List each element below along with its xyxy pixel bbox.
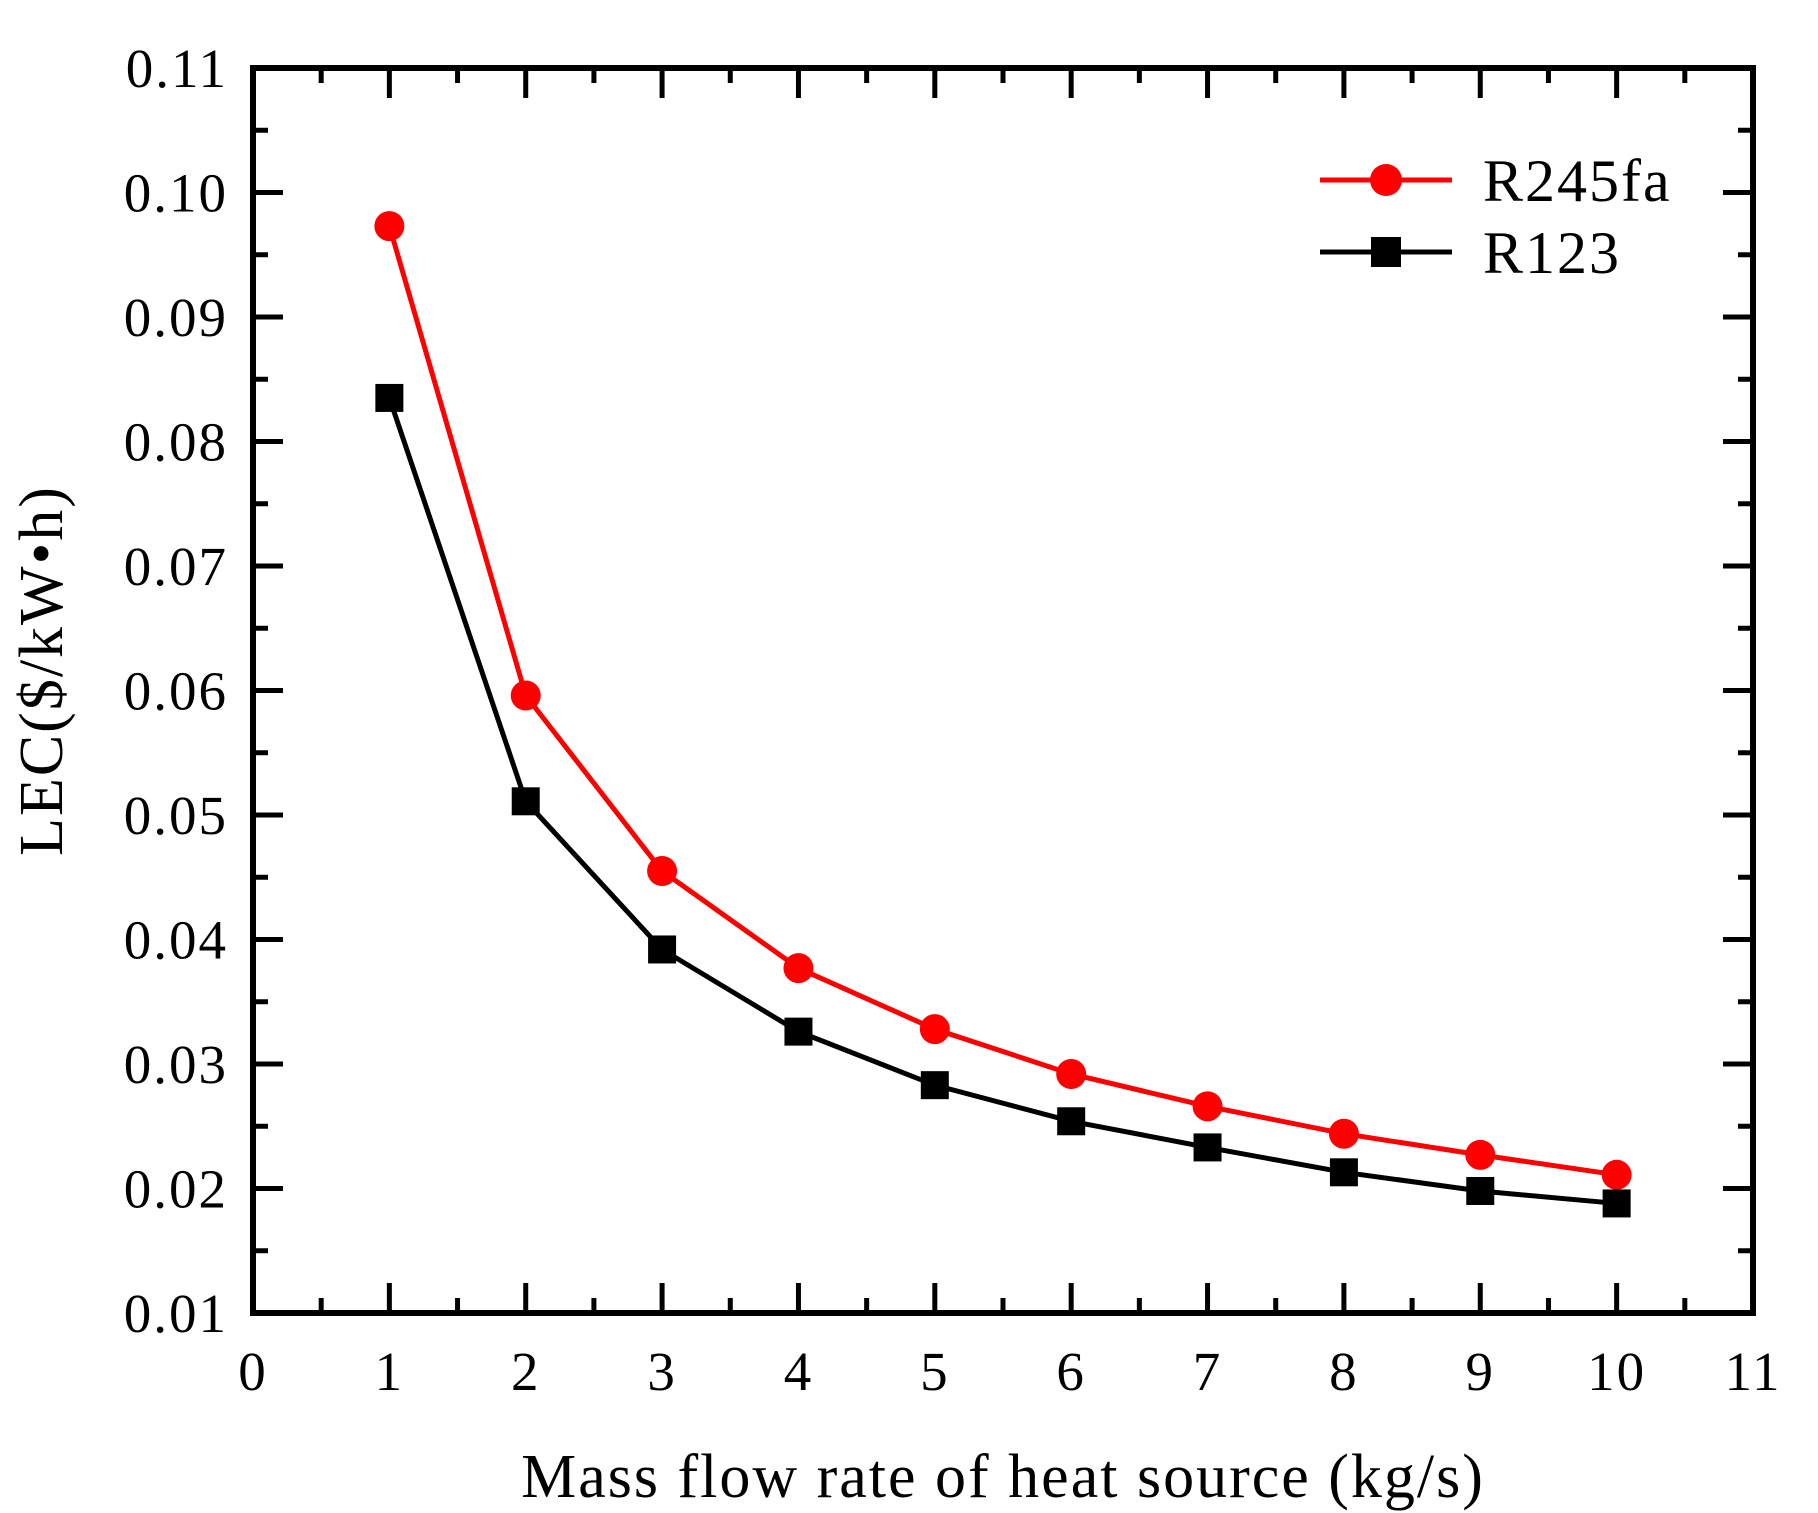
y-tick-label: 0.05 <box>124 785 228 846</box>
data-point-r245fa <box>647 856 678 887</box>
series-line-r245fa <box>386 225 1617 1178</box>
y-tick-label: 0.07 <box>124 536 228 597</box>
y-axis-title: LEC($/kW•h) <box>8 485 76 856</box>
data-point-r245fa <box>783 953 814 984</box>
data-point-r245fa <box>1056 1058 1087 1089</box>
y-tick-label: 0.03 <box>124 1034 228 1095</box>
legend-label-r245fa: R245fa <box>1483 148 1672 214</box>
data-point-r123 <box>648 935 677 964</box>
x-tick-label: 8 <box>1329 1341 1359 1402</box>
data-point-r245fa <box>374 211 405 242</box>
x-tick-label: 2 <box>511 1341 541 1402</box>
x-tick-label: 5 <box>920 1341 950 1402</box>
y-tick-label: 0.10 <box>124 163 228 224</box>
y-tick-label: 0.08 <box>124 412 228 473</box>
y-tick-label: 0.06 <box>124 661 228 722</box>
plot-border <box>250 65 1756 1316</box>
x-tick-label: 0 <box>238 1341 268 1402</box>
legend-label-r123: R123 <box>1483 220 1621 286</box>
x-tick-label: 3 <box>647 1341 677 1402</box>
x-tick-label: 4 <box>784 1341 814 1402</box>
data-point-r123 <box>784 1017 813 1046</box>
x-tick-label: 11 <box>1725 1341 1782 1402</box>
data-point-r245fa <box>510 680 541 711</box>
series-line-r123 <box>386 397 1617 1206</box>
y-tick-label: 0.02 <box>124 1159 228 1220</box>
x-tick-label: 6 <box>1056 1341 1086 1402</box>
data-point-r245fa <box>1465 1139 1496 1170</box>
data-point-r245fa <box>1601 1159 1632 1190</box>
y-tick-label: 0.04 <box>124 910 228 971</box>
y-tick-label: 0.09 <box>124 287 228 348</box>
y-tick-label: 0.01 <box>124 1283 228 1344</box>
data-point-r245fa <box>919 1014 950 1045</box>
data-point-r123 <box>1466 1176 1495 1205</box>
legend-marker-r123 <box>1371 237 1401 267</box>
data-point-r123 <box>1057 1107 1086 1136</box>
y-tick-label: 0.11 <box>126 38 228 99</box>
x-tick-label: 9 <box>1466 1341 1496 1402</box>
data-point-r123 <box>1329 1158 1358 1187</box>
data-point-r245fa <box>1328 1118 1359 1149</box>
x-axis-title: Mass flow rate of heat source (kg/s) <box>521 1443 1485 1511</box>
x-tick-label: 1 <box>375 1341 405 1402</box>
data-point-r123 <box>511 787 540 816</box>
data-point-r123 <box>1193 1133 1222 1162</box>
data-point-r123 <box>1602 1189 1631 1218</box>
data-point-r123 <box>920 1071 949 1100</box>
legend-marker-r245fa <box>1370 164 1402 196</box>
data-point-r245fa <box>1192 1091 1223 1122</box>
x-tick-label: 7 <box>1193 1341 1223 1402</box>
data-point-r123 <box>375 383 404 412</box>
x-tick-label: 10 <box>1587 1341 1646 1402</box>
